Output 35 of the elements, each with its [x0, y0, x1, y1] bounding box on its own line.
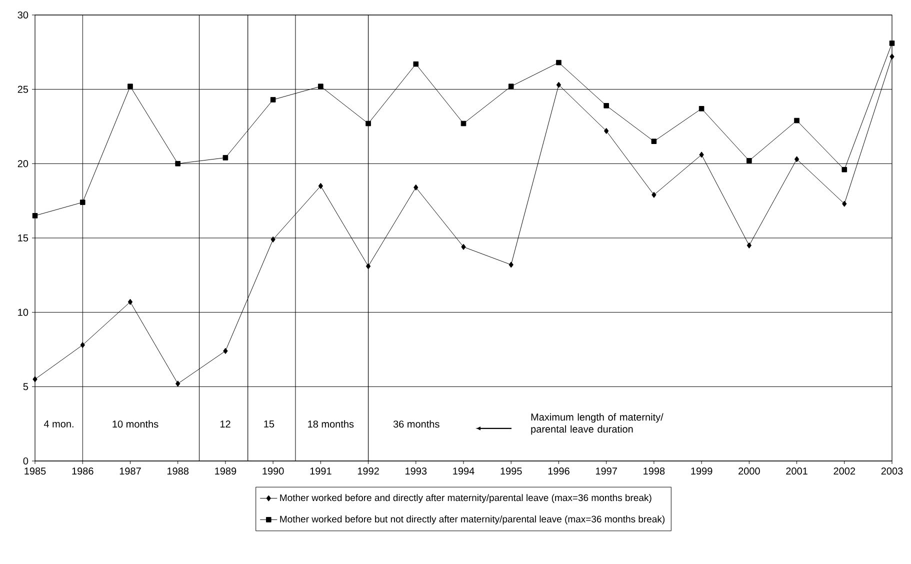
x-tick-label: 1999	[691, 468, 712, 475]
annotation: 18 months	[308, 420, 354, 428]
x-tick-label: 1991	[310, 468, 332, 475]
x-tick-label: 1985	[24, 468, 46, 475]
annotation: 12	[220, 420, 230, 428]
x-tick-label: 2002	[834, 468, 856, 475]
y-tick-label: 10	[18, 308, 28, 316]
x-tick-label: 1992	[358, 468, 379, 475]
y-tick-label: 30	[18, 11, 28, 19]
x-tick-label: 2003	[881, 468, 903, 475]
x-tick-label: 1990	[262, 468, 284, 475]
x-tick-label: 1994	[453, 468, 474, 475]
x-tick-label: 2001	[786, 468, 808, 475]
y-tick-label: 20	[18, 160, 28, 168]
x-tick-label: 1995	[500, 468, 522, 475]
y-tick-label: 25	[18, 86, 28, 93]
legend-label: Mother worked before but not directly after maternity/parental leave (max=36 months break)	[280, 515, 665, 524]
x-tick-label: 2000	[738, 468, 760, 475]
x-tick-label: 1987	[120, 468, 141, 475]
x-tick-label: 1998	[644, 468, 665, 475]
annotation: 36 months	[393, 420, 440, 428]
annotation: 4 mon.	[44, 420, 74, 428]
x-tick-label: 1996	[548, 468, 570, 475]
x-tick-label: 1986	[72, 468, 94, 475]
annotation: Maximum length of maternity/ parental leave duration	[531, 413, 664, 435]
annotation: 10 months	[112, 420, 158, 428]
x-tick-label: 1988	[167, 468, 189, 475]
x-tick-label: 1997	[596, 468, 617, 475]
x-tick-label: 1993	[406, 468, 427, 475]
y-tick-label: 0	[23, 457, 28, 465]
legend-label: Mother worked before and directly after maternity/parental leave (max=36 months break)	[280, 494, 652, 503]
annotation: 15	[264, 420, 274, 428]
y-tick-label: 5	[23, 383, 28, 390]
x-tick-label: 1989	[215, 468, 236, 475]
y-tick-label: 15	[18, 234, 28, 242]
